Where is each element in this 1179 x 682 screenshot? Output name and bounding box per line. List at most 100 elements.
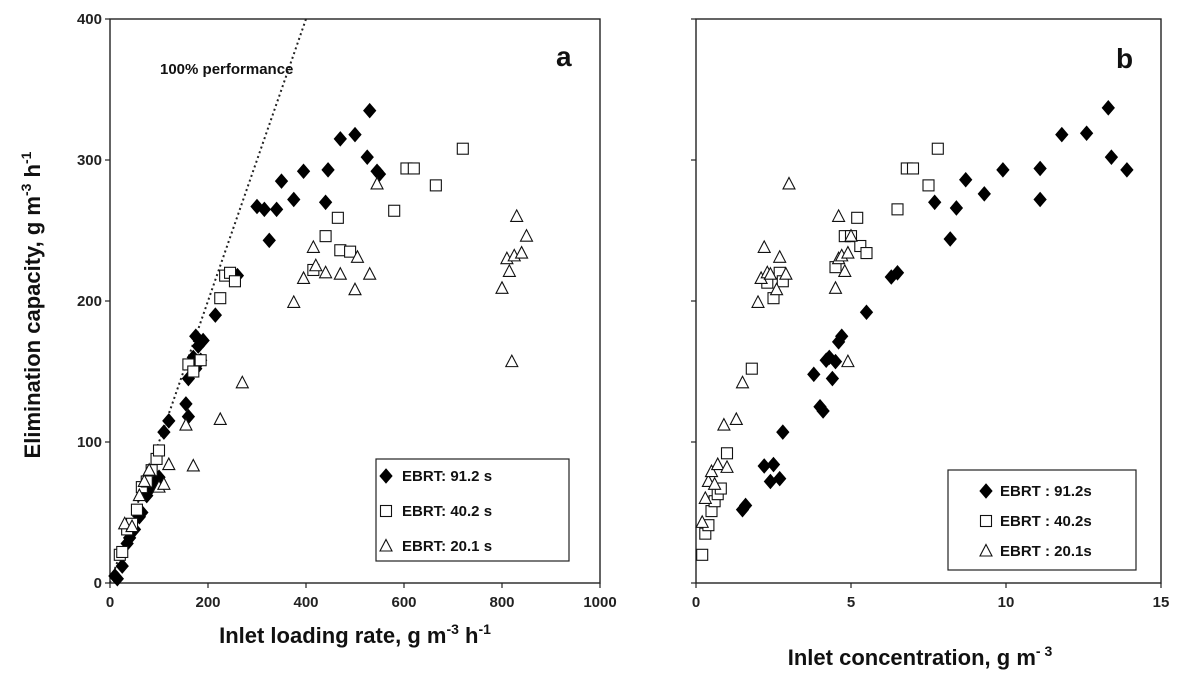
data-point-series-1 [922, 179, 935, 192]
data-point-series-2 [707, 476, 722, 490]
legend-a-label-0: EBRT: 91.2 s [402, 468, 492, 485]
data-point-series-0 [321, 162, 335, 178]
y-tick-label: 400 [77, 11, 102, 28]
data-point-series-0 [318, 194, 333, 211]
data-point-series-0 [262, 232, 276, 249]
data-point-series-0 [949, 200, 964, 216]
data-point-series-1 [456, 142, 469, 155]
data-point-series-2 [306, 239, 321, 253]
data-point-series-1 [228, 275, 241, 288]
data-point-series-0 [360, 149, 374, 165]
data-point-series-2 [729, 411, 744, 425]
data-point-series-0 [162, 413, 176, 429]
y-tick-label: 100 [77, 434, 102, 451]
data-point-series-2 [828, 280, 843, 294]
legend-marker-0 [979, 483, 993, 499]
data-point-series-1 [214, 292, 227, 305]
y-axis-label: Elimination capacity, g m-3 h-1 [18, 151, 45, 458]
panel-a-ticks: 0 200 400 600 800 1000 0 100 200 300 400 [77, 11, 617, 611]
data-point-series-2 [751, 294, 765, 308]
data-point-series-1 [407, 162, 420, 175]
data-point-series-0 [115, 558, 129, 574]
data-point-series-0 [890, 265, 905, 281]
data-point-series-0 [959, 171, 973, 188]
data-point-series-2 [308, 258, 323, 272]
panel-a: 0 200 400 600 800 1000 0 100 200 300 400 100% perf… [77, 11, 617, 648]
data-point-series-0 [943, 231, 957, 247]
data-point-series-0 [816, 403, 830, 419]
data-point-series-1 [388, 204, 401, 217]
data-point-series-0 [333, 131, 347, 147]
data-point-series-0 [807, 366, 821, 383]
data-point-series-2 [156, 476, 171, 490]
panel-b-ticks: 0 5 10 15 [691, 18, 1169, 611]
legend-b-markers [979, 483, 993, 557]
legend-b: EBRT : 91.2s EBRT : 40.2s EBRT : 20.1s [947, 469, 1137, 571]
data-point-series-0 [1033, 191, 1047, 208]
data-point-series-1 [745, 362, 758, 375]
data-point-series-0 [1033, 160, 1047, 177]
data-point-series-2 [698, 490, 713, 504]
data-point-series-2 [125, 518, 139, 533]
data-point-series-2 [695, 514, 710, 528]
data-point-series-2 [782, 176, 796, 190]
data-point-series-2 [213, 411, 228, 425]
data-point-series-0 [363, 102, 377, 119]
data-point-series-2 [757, 239, 772, 253]
data-point-series-1 [931, 142, 944, 155]
data-point-series-1 [152, 444, 166, 457]
legend-marker-1 [979, 514, 993, 528]
data-point-series-2 [735, 375, 750, 389]
data-point-series-1 [906, 162, 920, 175]
data-point-series-1 [860, 247, 873, 260]
data-point-series-0 [776, 424, 790, 440]
data-point-series-0 [977, 186, 991, 202]
x-tick-label: 5 [847, 594, 855, 611]
x-axis-label-b: Inlet concentration, g m- 3 [788, 643, 1053, 670]
data-point-series-0 [208, 307, 223, 323]
data-point-series-0 [196, 332, 210, 349]
data-point-series-2 [710, 456, 725, 471]
legend-marker-0 [379, 468, 393, 484]
x-tick-label: 10 [998, 594, 1015, 611]
data-point-series-2 [716, 417, 731, 431]
data-point-series-2 [318, 265, 333, 279]
data-point-series-2 [286, 294, 301, 308]
y-tick-label: 200 [77, 293, 102, 310]
data-point-series-2 [137, 473, 152, 488]
data-point-series-0 [257, 201, 272, 218]
data-point-series-0 [179, 396, 193, 412]
data-point-series-2 [840, 245, 855, 259]
data-point-series-2 [844, 228, 858, 242]
data-point-series-0 [1079, 125, 1094, 141]
data-point-series-0 [1101, 100, 1115, 116]
x-tick-label: 400 [293, 594, 318, 611]
data-point-series-1 [344, 245, 357, 258]
data-point-series-0 [766, 456, 781, 473]
legend-marker-1 [379, 504, 393, 518]
y-tick-label: 0 [94, 575, 102, 592]
data-point-series-1 [429, 179, 442, 192]
data-point-series-2 [161, 456, 176, 471]
data-point-series-0 [287, 191, 301, 208]
data-point-series-2 [350, 249, 365, 263]
annotation-100-percent: 100% performance [160, 61, 293, 78]
data-point-series-1 [194, 354, 207, 367]
data-point-series-2 [502, 263, 517, 277]
x-tick-label: 800 [489, 594, 514, 611]
data-point-series-2 [763, 266, 778, 280]
legend-marker-2 [979, 543, 993, 557]
data-point-series-1 [116, 545, 129, 559]
panel-b: 0 5 10 15 b EBRT : 91.2s EBRT : 40.2s EBRT … [691, 18, 1169, 670]
data-point-series-1 [720, 447, 734, 460]
legend-b-label-1: EBRT : 40.2s [1000, 513, 1092, 530]
data-point-series-0 [738, 497, 753, 514]
data-point-series-0 [1120, 162, 1134, 178]
legend-a-box [375, 458, 570, 562]
data-point-series-0 [825, 370, 840, 387]
data-point-series-1 [331, 211, 344, 224]
x-tick-label: 1000 [583, 594, 616, 611]
data-point-series-2 [186, 458, 201, 472]
data-point-series-2 [362, 266, 377, 280]
